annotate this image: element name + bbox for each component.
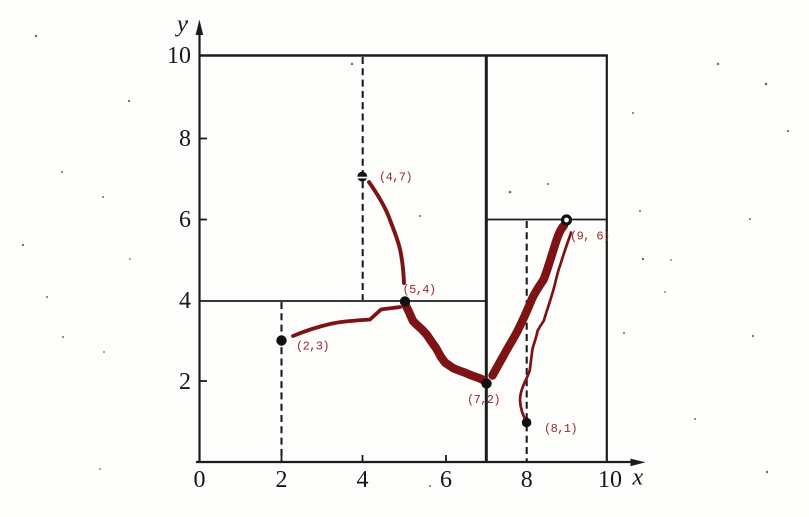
svg-text:(2,3): (2,3) [296,340,329,354]
svg-text:(8,1): (8,1) [544,422,577,436]
svg-text:10: 10 [598,467,622,493]
svg-text:(7,2): (7,2) [467,393,500,407]
svg-text:2: 2 [276,467,288,493]
svg-text:6: 6 [179,207,191,233]
svg-text:(9, 6): (9, 6) [570,230,610,244]
svg-text:10: 10 [167,43,191,69]
svg-text:(5,4): (5,4) [403,283,436,297]
svg-text:6: 6 [440,467,452,493]
svg-text:8: 8 [521,467,533,493]
svg-text:(4,7): (4,7) [379,171,412,185]
svg-text:x: x [632,465,644,491]
svg-text:4: 4 [357,467,369,493]
svg-text:y: y [175,12,188,38]
svg-text:4: 4 [179,288,191,314]
svg-text:2: 2 [179,369,191,395]
svg-text:8: 8 [179,126,191,152]
svg-text:0: 0 [194,467,206,493]
